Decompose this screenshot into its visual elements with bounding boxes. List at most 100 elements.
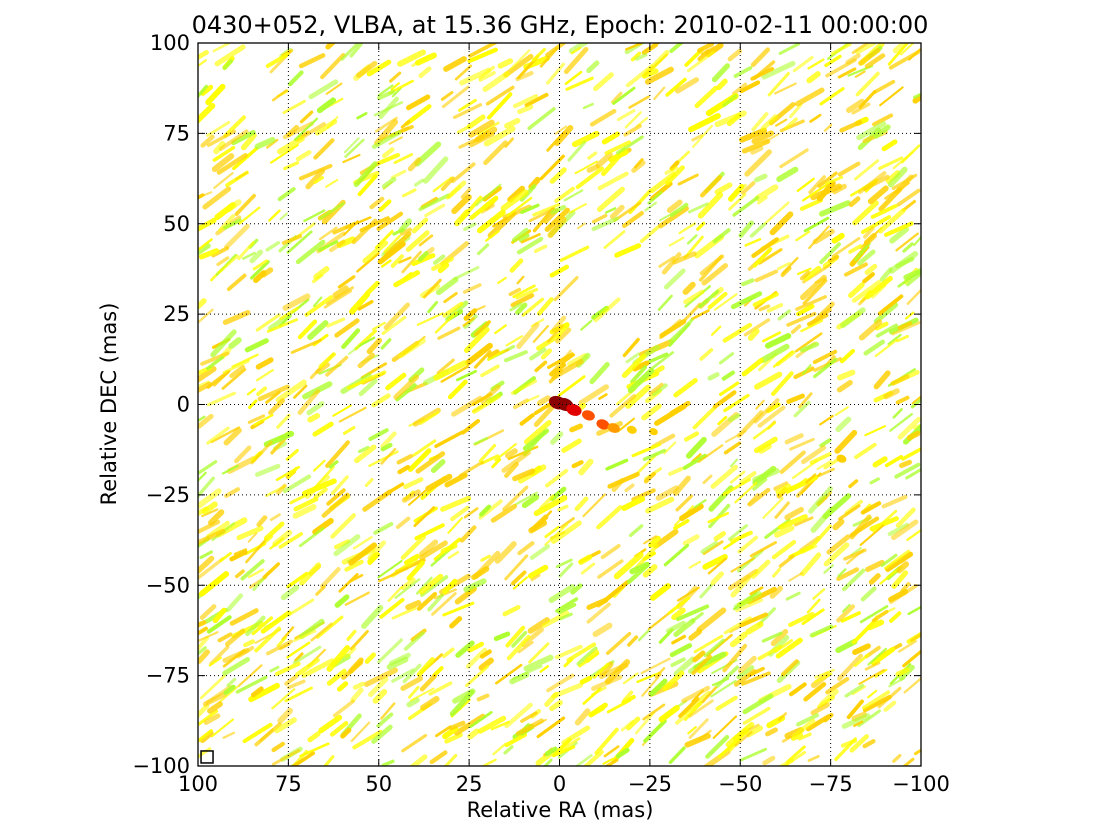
- noise-streak: [727, 413, 741, 423]
- noise-streak: [320, 53, 346, 80]
- noise-streak: [404, 553, 420, 566]
- noise-streak: [668, 318, 694, 343]
- x-axis-label: Relative RA (mas): [467, 798, 654, 822]
- noise-streak: [414, 523, 445, 541]
- noise-streak: [855, 71, 880, 97]
- noise-streak: [452, 103, 483, 120]
- source-component: [566, 403, 582, 416]
- noise-streak: [254, 626, 281, 653]
- noise-streak: [819, 438, 832, 448]
- noise-streak: [697, 729, 712, 742]
- noise-streak: [511, 665, 543, 681]
- noise-streak: [379, 597, 405, 619]
- noise-streak: [897, 416, 921, 440]
- noise-streak: [682, 281, 696, 295]
- noise-streak: [248, 399, 258, 409]
- noise-streak: [199, 674, 226, 700]
- noise-streak: [884, 455, 903, 468]
- noise-streak: [274, 717, 297, 734]
- noise-streak: [813, 357, 838, 379]
- noise-streak: [200, 351, 230, 366]
- noise-streak: [206, 355, 224, 371]
- noise-streak: [411, 54, 431, 67]
- noise-streak: [297, 389, 321, 415]
- noise-streak: [198, 102, 216, 125]
- noise-streak: [391, 87, 402, 98]
- noise-streak: [503, 350, 528, 363]
- noise-streak: [376, 211, 404, 231]
- noise-streak: [747, 328, 760, 341]
- noise-streak: [910, 633, 921, 643]
- noise-streak: [332, 285, 349, 299]
- noise-streak: [561, 438, 582, 453]
- noise-streak: [593, 72, 614, 92]
- noise-streak: [218, 214, 235, 233]
- noise-streak: [211, 246, 229, 258]
- noise-streak: [862, 690, 891, 710]
- noise-streak: [757, 405, 786, 428]
- noise-streak: [643, 471, 656, 484]
- noise-streak: [790, 324, 802, 334]
- noise-streak: [799, 270, 811, 281]
- noise-streak: [693, 634, 724, 654]
- noise-streak: [810, 702, 830, 716]
- noise-streak: [722, 94, 738, 108]
- noise-streak: [212, 43, 232, 53]
- noise-streak: [626, 563, 649, 584]
- y-tick-label: −75: [146, 664, 190, 688]
- noise-streak: [763, 201, 790, 225]
- noise-streak: [299, 562, 322, 586]
- noise-streak: [780, 659, 799, 677]
- noise-streak: [910, 397, 921, 409]
- noise-streak: [354, 444, 377, 464]
- noise-streak: [865, 559, 885, 573]
- noise-streak: [510, 293, 535, 308]
- noise-streak: [554, 186, 575, 203]
- noise-streak: [198, 476, 215, 499]
- noise-streak: [740, 278, 755, 287]
- noise-streak: [788, 611, 815, 628]
- noise-streak: [551, 745, 576, 758]
- noise-streak: [406, 560, 425, 581]
- noise-streak: [441, 85, 470, 109]
- noise-streak: [505, 625, 526, 648]
- noise-streak: [584, 649, 600, 663]
- noise-streak: [342, 153, 361, 164]
- noise-streak: [777, 712, 788, 722]
- noise-streak: [534, 360, 548, 373]
- noise-streak: [690, 309, 710, 321]
- noise-streak: [806, 598, 821, 614]
- noise-streak: [285, 448, 299, 461]
- noise-streak: [754, 173, 768, 183]
- noise-streak: [539, 494, 555, 510]
- noise-streak: [707, 557, 727, 575]
- noise-streak: [199, 604, 217, 620]
- noise-streak: [645, 496, 675, 514]
- noise-streak: [621, 496, 646, 511]
- noise-streak: [890, 374, 910, 386]
- noise-streak: [447, 517, 463, 534]
- source-component: [626, 425, 637, 434]
- noise-streak: [777, 261, 791, 271]
- noise-streak: [504, 448, 518, 459]
- noise-streak: [853, 653, 870, 667]
- noise-streak: [312, 517, 334, 535]
- noise-streak: [406, 697, 420, 708]
- noise-streak: [869, 516, 899, 532]
- noise-streak: [642, 551, 656, 561]
- noise-streak: [900, 144, 921, 164]
- noise-streak: [558, 562, 574, 578]
- noise-streak: [313, 176, 324, 184]
- noise-streak: [205, 83, 226, 106]
- noise-streak: [739, 747, 768, 762]
- noise-streak: [510, 570, 527, 586]
- noise-streak: [450, 505, 470, 522]
- noise-streak: [368, 450, 399, 467]
- noise-streak: [241, 251, 256, 260]
- noise-streak: [897, 268, 921, 288]
- noise-streak: [809, 113, 822, 123]
- noise-streak: [592, 662, 610, 679]
- beam-marker: [200, 750, 214, 764]
- noise-streak: [271, 89, 288, 102]
- noise-streak: [442, 601, 475, 617]
